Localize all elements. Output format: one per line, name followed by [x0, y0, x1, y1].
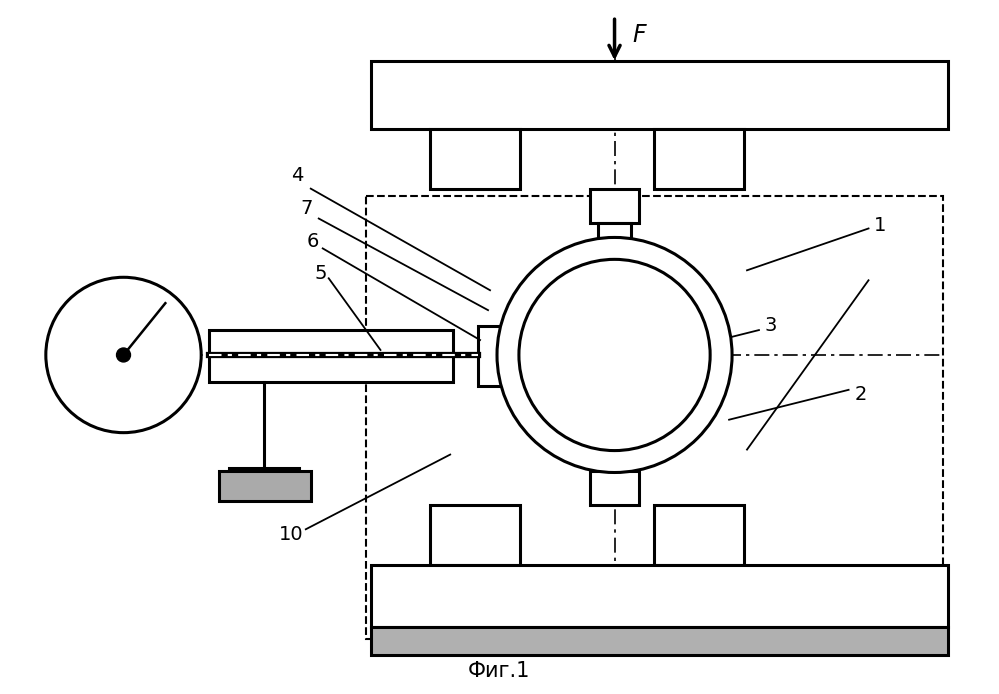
Bar	[479, 326, 517, 386]
Text: 2: 2	[854, 385, 867, 405]
Bar	[371, 627, 948, 654]
Text: Фиг.1: Фиг.1	[468, 661, 530, 681]
Bar	[366, 196, 943, 639]
Circle shape	[46, 278, 201, 432]
Bar	[209, 330, 454, 382]
Bar	[371, 627, 948, 654]
Bar	[654, 505, 744, 565]
Text: 3: 3	[764, 316, 777, 335]
Text: 6: 6	[307, 232, 319, 251]
Circle shape	[518, 260, 710, 450]
Bar	[431, 505, 519, 565]
Bar	[371, 61, 948, 129]
Bar	[431, 129, 519, 189]
Bar	[219, 471, 311, 501]
Bar	[597, 455, 631, 471]
Text: 4: 4	[291, 166, 303, 185]
Text: 7: 7	[301, 199, 313, 218]
Circle shape	[117, 348, 131, 362]
Bar	[371, 565, 948, 627]
Bar	[597, 223, 631, 239]
Text: 1: 1	[874, 216, 887, 235]
Bar	[589, 189, 639, 223]
Text: 5: 5	[315, 264, 327, 282]
Text: $F$: $F$	[632, 24, 648, 47]
Text: 10: 10	[279, 525, 303, 543]
Bar	[589, 471, 639, 505]
Bar	[489, 330, 509, 382]
Bar	[654, 129, 744, 189]
Bar	[219, 471, 311, 501]
Circle shape	[498, 237, 732, 473]
